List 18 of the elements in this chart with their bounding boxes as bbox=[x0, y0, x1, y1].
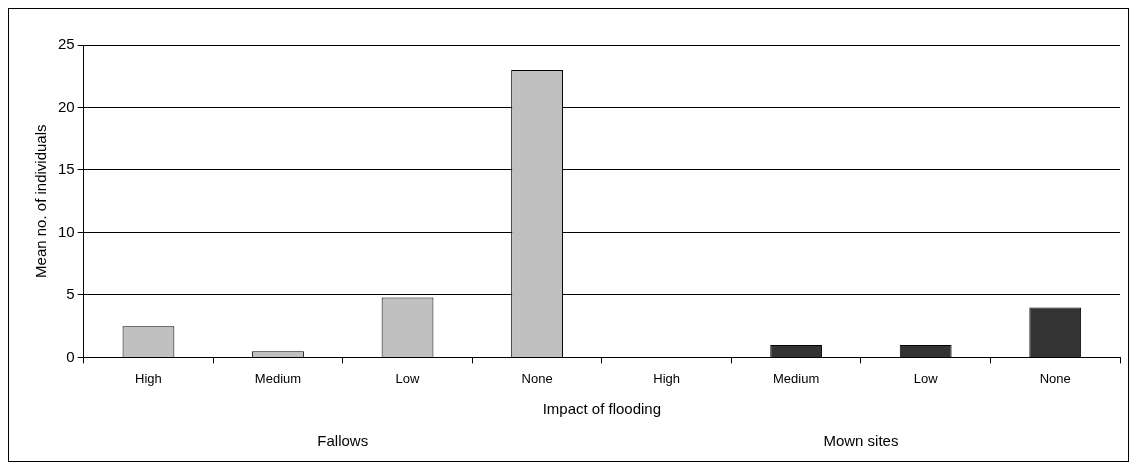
x-tick-label: High bbox=[653, 370, 680, 386]
x-tick-label: None bbox=[1039, 370, 1071, 386]
x-tick-label: High bbox=[135, 370, 162, 386]
x-tick-label: Medium bbox=[254, 370, 302, 386]
y-tick-label: 10 bbox=[58, 222, 75, 240]
x-axis-title: Impact of flooding bbox=[542, 400, 662, 418]
x-tick-label: Medium bbox=[773, 370, 820, 386]
y-tick-label: 25 bbox=[58, 35, 75, 53]
y-tick-label: 0 bbox=[66, 347, 75, 365]
y-tick-label: 20 bbox=[58, 97, 75, 115]
text: Fallows bbox=[317, 431, 369, 449]
text: Mown sites bbox=[823, 431, 899, 449]
y-tick-label: 15 bbox=[58, 160, 75, 178]
x-tick-label: None bbox=[521, 370, 553, 386]
y-tick-label: 5 bbox=[66, 285, 75, 303]
x-tick-label: Low bbox=[395, 370, 421, 386]
y-axis-title: Mean no. of individuals bbox=[32, 124, 50, 278]
x-tick-label: Low bbox=[913, 370, 939, 386]
